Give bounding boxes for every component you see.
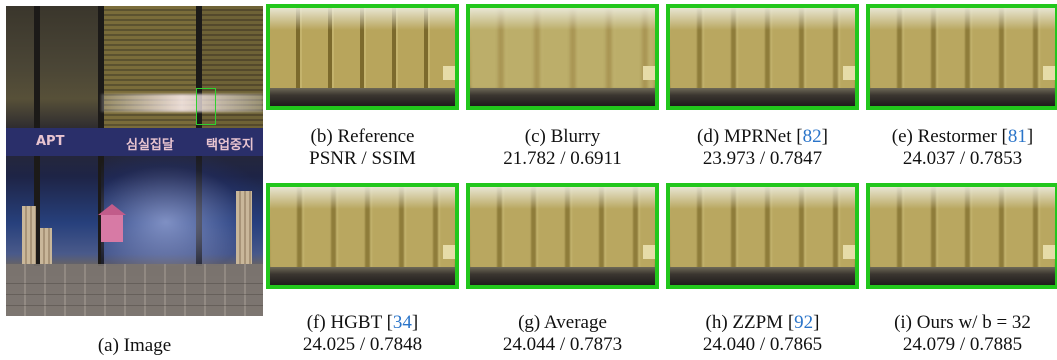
light-streak xyxy=(101,94,263,112)
caption-d: (d) MPRNet [82] 23.973 / 0.7847 xyxy=(697,126,828,169)
caption-e: (e) Restormer [81] 24.037 / 0.7853 xyxy=(891,126,1034,169)
caption-f: (f) HGBT [34] 24.025 / 0.7848 xyxy=(302,312,423,355)
patch-hgbt xyxy=(266,183,459,289)
mural-house xyxy=(98,204,126,242)
caption-c: (c) Blurry 21.782 / 0.6911 xyxy=(503,126,622,169)
citation-link[interactable]: 34 xyxy=(392,312,412,333)
main-image: APT 심실집달 택업중지 xyxy=(6,6,263,316)
main-image-caption: (a) Image xyxy=(97,335,172,356)
sign-banner xyxy=(6,128,263,156)
patch-restormer xyxy=(866,4,1057,110)
citation-link[interactable]: 82 xyxy=(802,126,822,147)
caption-h: (h) ZZPM [92] 24.040 / 0.7865 xyxy=(702,312,823,355)
patch-ours xyxy=(866,183,1057,289)
caption-b: (b) Reference PSNR / SSIM xyxy=(309,126,416,169)
caption-i: (i) Ours w/ b = 32 24.079 / 0.7885 xyxy=(894,312,1031,355)
mural-building xyxy=(22,206,36,264)
mural-building xyxy=(236,191,252,264)
patch-blurry xyxy=(466,4,659,110)
pavement-lines xyxy=(6,281,263,316)
mural-building xyxy=(40,228,52,264)
patch-reference xyxy=(266,4,459,110)
pavement xyxy=(6,264,263,316)
patch-zzpm xyxy=(666,183,859,289)
sign-text: 택업중지 xyxy=(206,138,254,153)
sign-text: APT xyxy=(36,134,65,149)
sign-text: 심실집달 xyxy=(126,138,174,153)
citation-link[interactable]: 92 xyxy=(794,312,814,333)
patch-average xyxy=(466,183,659,289)
citation-link[interactable]: 81 xyxy=(1007,126,1027,147)
shutter-region xyxy=(101,6,196,131)
caption-g: (g) Average 24.044 / 0.7873 xyxy=(502,312,623,355)
patch-mprnet xyxy=(666,4,859,110)
region-of-interest-box xyxy=(196,88,216,125)
